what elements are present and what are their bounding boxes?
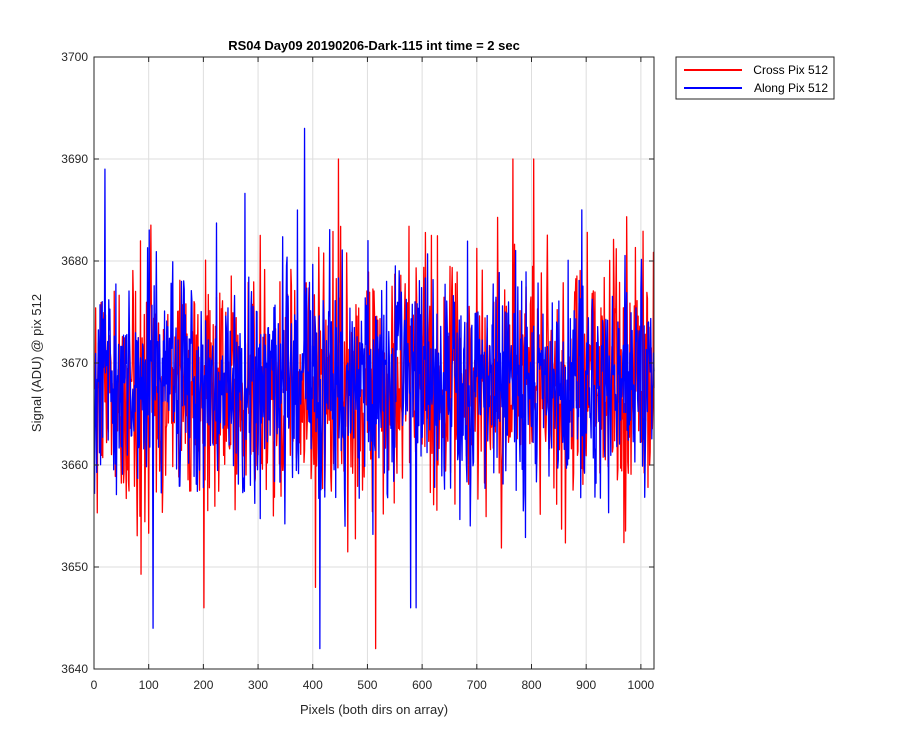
chart-title: RS04 Day09 20190206-Dark-115 int time = … [228,38,520,53]
x-tick-label: 800 [521,678,541,692]
y-tick-label: 3700 [61,50,88,64]
x-tick-label: 100 [139,678,159,692]
legend-label-cross: Cross Pix 512 [753,63,828,77]
legend: Cross Pix 512 Along Pix 512 [675,56,835,100]
series-line-along-pix-512 [93,127,655,650]
y-tick-label: 3690 [61,152,88,166]
series-line-cross-pix-512 [93,158,655,650]
y-tick-label: 3640 [61,662,88,676]
x-tick-label: 300 [248,678,268,692]
x-tick-label: 200 [193,678,213,692]
x-tick-label: 1000 [628,678,655,692]
y-tick-label: 3650 [61,560,88,574]
x-tick-label: 0 [91,678,98,692]
ticks: 0 100 200 300 400 500 600 700 800 900 1000 3640 3650… [61,50,654,692]
series-layer [93,127,655,650]
x-axis-label: Pixels (both dirs on array) [300,702,448,717]
legend-box [675,56,835,100]
x-tick-label: 900 [576,678,596,692]
x-tick-label: 700 [467,678,487,692]
x-tick-label: 600 [412,678,432,692]
y-tick-label: 3670 [61,356,88,370]
x-tick-label: 400 [303,678,323,692]
y-axis-label: Signal (ADU) @ pix 512 [29,294,44,432]
legend-label-along: Along Pix 512 [754,81,828,95]
x-tick-label: 500 [357,678,377,692]
y-tick-label: 3660 [61,458,88,472]
y-tick-label: 3680 [61,254,88,268]
